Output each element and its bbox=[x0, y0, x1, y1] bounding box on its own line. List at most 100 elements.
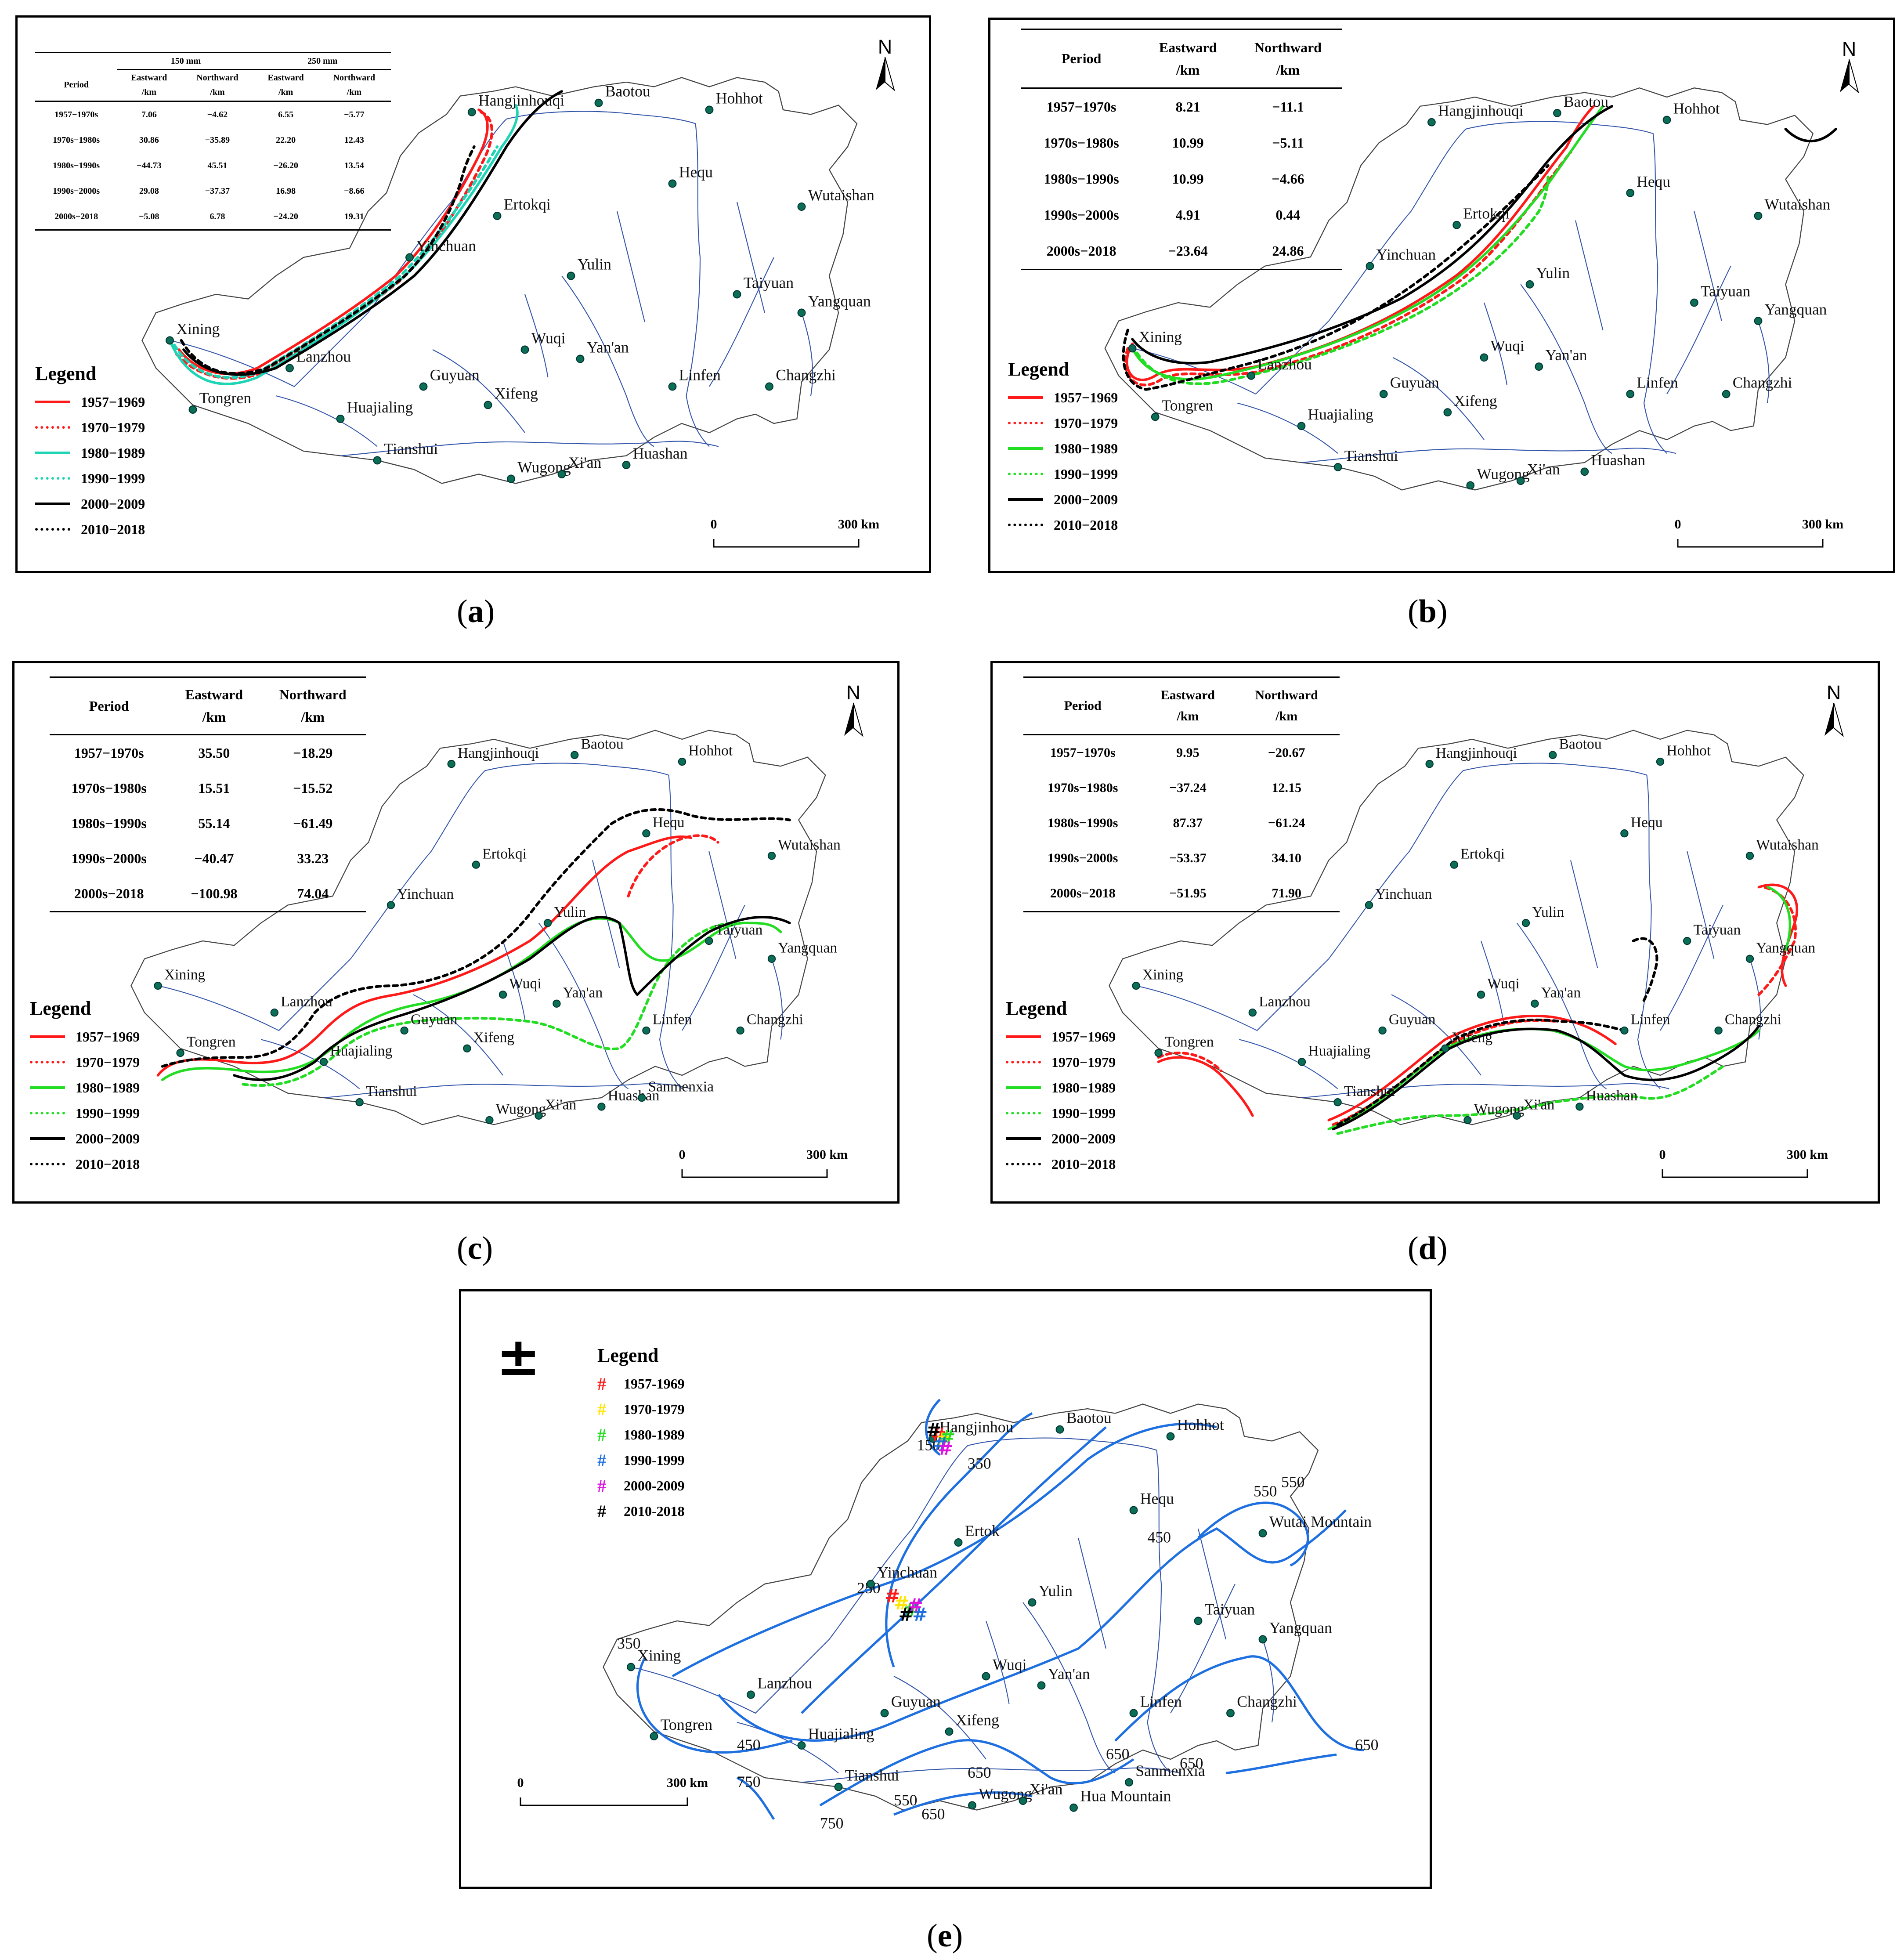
legend-label: 1957−1969 bbox=[1051, 1028, 1116, 1045]
legend-label: 1980−1989 bbox=[81, 445, 145, 461]
map-a: Hangjinhouqi Baotou Hohhot Hequ Wutaishan Ert… bbox=[141, 36, 895, 548]
city-label: Baotou bbox=[605, 83, 650, 100]
table-cell: 33.23 bbox=[297, 850, 329, 866]
river bbox=[1666, 266, 1731, 394]
legend-swatch bbox=[1008, 473, 1043, 475]
table-row: 1957−1970s 7.06 −4.62 6.55 −5.77 bbox=[35, 101, 391, 128]
city-dot bbox=[880, 1709, 889, 1718]
table-cell: −15.52 bbox=[293, 780, 333, 796]
city-dot bbox=[405, 253, 414, 262]
contour-label: 550 bbox=[1254, 1483, 1277, 1500]
city-dot bbox=[622, 461, 631, 469]
isoline bbox=[233, 916, 791, 1081]
table-cell: 87.37 bbox=[1173, 816, 1203, 830]
city-dot bbox=[1754, 212, 1763, 220]
legend-label: 1980−1989 bbox=[1054, 440, 1118, 456]
isoline bbox=[627, 834, 719, 898]
isoline bbox=[1336, 937, 1658, 1126]
river bbox=[502, 940, 526, 1022]
table-row: 1990s−2000s −40.47 33.23 bbox=[50, 841, 366, 876]
river bbox=[708, 851, 737, 959]
city-dot bbox=[336, 415, 345, 423]
scale-start: 0 bbox=[711, 517, 717, 532]
centroid-marker: # bbox=[912, 1604, 928, 1625]
contour-label: 650 bbox=[921, 1805, 945, 1823]
table-cell: 16.98 bbox=[276, 186, 296, 196]
city-label: Yinchuan bbox=[1375, 886, 1432, 902]
table-cell: 10.99 bbox=[1172, 170, 1204, 187]
contour-label: 750 bbox=[820, 1815, 844, 1832]
city-label: Taiyuan bbox=[1693, 922, 1741, 938]
city-label: Sanmenxia bbox=[1135, 1762, 1205, 1779]
isoline bbox=[1124, 150, 1572, 387]
city-label: Baotou bbox=[1559, 736, 1601, 752]
river bbox=[1687, 851, 1715, 959]
legend-label: 1970−1979 bbox=[81, 419, 145, 435]
table-row: 1970s−1980s 30.86 −35.89 22.20 12.43 bbox=[35, 127, 391, 153]
table-cell: 1990s−2000s bbox=[71, 850, 147, 866]
city-label: Ertokqi bbox=[504, 195, 551, 213]
city-label: Tongren bbox=[1162, 396, 1214, 414]
table-cell: 2000s−2018 bbox=[1050, 886, 1116, 900]
table-cell: 1957−1970s bbox=[1050, 745, 1116, 760]
city-label: Tongren bbox=[661, 1716, 713, 1733]
river bbox=[1392, 357, 1485, 440]
city-dot bbox=[270, 1009, 278, 1017]
city-label: Lanzhou bbox=[1257, 355, 1312, 373]
city-dot bbox=[1754, 317, 1763, 325]
legend-item: #2000-2009 bbox=[597, 1473, 685, 1498]
city-dot bbox=[650, 1732, 658, 1740]
city-dot bbox=[176, 1049, 184, 1057]
city-label: Yangquan bbox=[778, 940, 837, 956]
city-label: Wuqi bbox=[1491, 337, 1525, 354]
city-label: Huashan bbox=[608, 1088, 660, 1104]
panel-a: Hangjinhouqi Baotou Hohhot Hequ Wutaishan Ert… bbox=[15, 15, 931, 573]
city-label: Yulin bbox=[1039, 1582, 1073, 1599]
table-cell: 2000s−2018 bbox=[54, 211, 98, 221]
legend-label: 1990-1999 bbox=[624, 1452, 685, 1468]
city-dot bbox=[834, 1783, 843, 1791]
hash-icon: # bbox=[597, 1475, 606, 1496]
city-dot bbox=[1226, 1709, 1235, 1718]
city-label: Guyuan bbox=[1390, 373, 1439, 391]
table-cell: −23.64 bbox=[1168, 242, 1208, 259]
legend-label: 1957−1969 bbox=[76, 1028, 140, 1045]
isoline bbox=[156, 835, 693, 1077]
legend-item: 1970−1979 bbox=[35, 415, 145, 440]
city-dot bbox=[472, 861, 480, 869]
legend-item: 1957−1969 bbox=[1006, 1024, 1116, 1049]
city-label: Wuqi bbox=[1487, 976, 1519, 992]
legend-item: 1957−1969 bbox=[35, 389, 145, 415]
table-row: 1957−1970s 9.95 −20.67 bbox=[1023, 735, 1340, 771]
city-label: Huajialing bbox=[1308, 1043, 1370, 1059]
legend-item: 2000−2009 bbox=[1006, 1126, 1116, 1151]
city-dot bbox=[319, 1058, 328, 1066]
city-dot bbox=[154, 981, 162, 990]
city-label: Xining bbox=[1142, 967, 1184, 983]
legend-item: 1990−1999 bbox=[1006, 1100, 1116, 1126]
city-dot bbox=[627, 1663, 635, 1671]
city-label: Yulin bbox=[554, 904, 586, 920]
table-cell: −8.66 bbox=[344, 186, 365, 196]
city-label: Xining bbox=[176, 320, 220, 337]
city-label: Wutaishan bbox=[808, 186, 874, 204]
table-cell: 1990s−2000s bbox=[1048, 851, 1118, 865]
table-cell: −37.24 bbox=[1169, 781, 1207, 795]
table-cell: 4.91 bbox=[1175, 206, 1200, 223]
city-dot bbox=[1580, 467, 1589, 476]
north-arrow-icon: ± bbox=[496, 1327, 541, 1388]
city-dot bbox=[1258, 1529, 1267, 1537]
panel-c: Hangjinhouqi Baotou Hohhot Hequ Wutaishan Ert… bbox=[12, 661, 900, 1204]
city-label: Lanzhou bbox=[1259, 994, 1311, 1010]
precip-contour bbox=[885, 1412, 1033, 1667]
panel-e: 150 250 350 350 450 450 550 550 650 650 650 650 750 7… bbox=[459, 1289, 1432, 1889]
legend-item: 1980−1989 bbox=[1008, 436, 1118, 461]
city-label: Wutaishan bbox=[1756, 837, 1819, 853]
city-dot bbox=[1425, 759, 1434, 768]
precip-contour bbox=[801, 1426, 1107, 1714]
city-label: Xifeng bbox=[956, 1711, 999, 1729]
north-arrow-icon: N bbox=[844, 681, 863, 737]
table-header: Northward/km bbox=[196, 73, 238, 97]
city-label: Hohhot bbox=[688, 743, 733, 759]
city-label: Xifeng bbox=[1454, 392, 1497, 409]
